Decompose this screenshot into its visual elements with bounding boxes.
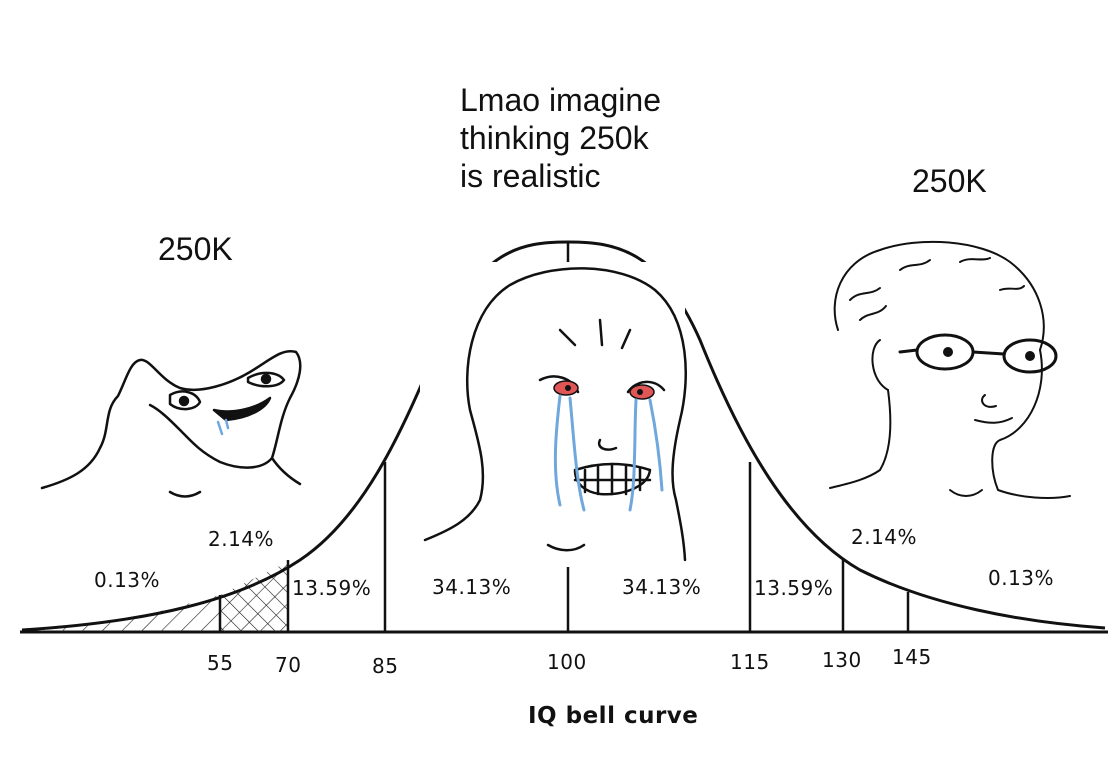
crying-wojak-drawing — [420, 262, 687, 567]
pct-left-34: 34.13% — [432, 575, 512, 599]
pct-right-2: 2.14% — [851, 525, 918, 549]
tick-130: 130 — [822, 648, 862, 672]
pct-left-13: 13.59% — [292, 576, 372, 600]
left-tail-crosshatch — [220, 562, 288, 632]
pct-far-right: 0.13% — [988, 566, 1055, 590]
tick-70: 70 — [275, 653, 302, 677]
center-caption-line-3: is realistic — [460, 158, 601, 194]
pct-left-2: 2.14% — [208, 527, 275, 551]
center-caption-line-1: Lmao imagine — [460, 82, 661, 118]
tick-115: 115 — [730, 650, 770, 674]
glasses-wojak-drawing — [829, 240, 1071, 499]
pct-right-13: 13.59% — [754, 576, 834, 600]
pct-far-left: 0.13% — [94, 568, 161, 592]
tick-85: 85 — [372, 654, 399, 678]
tick-145: 145 — [892, 645, 932, 669]
left-caption: 250K — [158, 231, 233, 267]
tick-100: 100 — [547, 650, 587, 674]
x-axis-title: IQ bell curve — [528, 703, 699, 729]
tick-55: 55 — [207, 651, 234, 675]
center-caption-line-2: thinking 250k — [460, 120, 649, 156]
pct-right-34: 34.13% — [622, 575, 702, 599]
right-caption: 250K — [912, 163, 987, 199]
brainlet-wojak-drawing — [40, 349, 302, 498]
